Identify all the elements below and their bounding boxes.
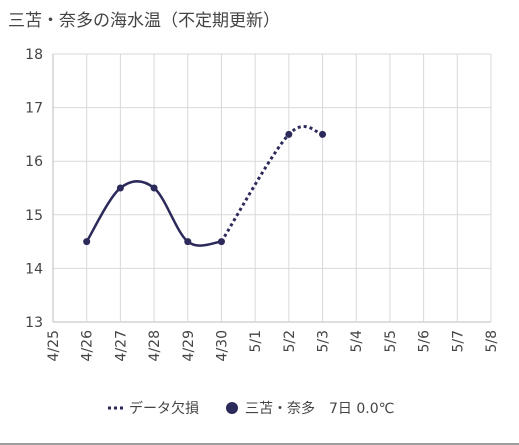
bottom-divider xyxy=(0,443,519,445)
chart-title: 三苫・奈多の海水温（不定期更新） xyxy=(8,11,280,31)
data-point[interactable] xyxy=(83,238,91,246)
data-point[interactable] xyxy=(285,130,293,138)
x-axis-ticks: 4/25 4/26 4/27 4/28 4/29 4/30 5/1 5/2 5/3 5/4 5/5 5… xyxy=(46,330,500,362)
x-tick-label: 4/27 xyxy=(113,330,129,361)
x-tick-label: 5/7 xyxy=(450,330,466,353)
x-tick-label: 4/29 xyxy=(181,330,197,361)
markers xyxy=(83,130,327,246)
data-point[interactable] xyxy=(319,130,327,138)
legend: データ欠損 三苫・奈多 7日 0.0℃ xyxy=(108,400,394,417)
x-tick-label: 5/8 xyxy=(484,330,500,353)
x-tick-label: 5/3 xyxy=(316,330,332,353)
y-axis-ticks: 13 14 15 16 17 18 xyxy=(25,47,43,331)
x-tick-label: 5/4 xyxy=(349,330,365,353)
x-tick-label: 4/26 xyxy=(80,330,96,362)
y-tick-label: 17 xyxy=(25,101,43,117)
legend-label: 三苫・奈多 7日 0.0℃ xyxy=(245,400,394,417)
data-point[interactable] xyxy=(116,184,124,192)
y-tick-label: 15 xyxy=(25,208,43,224)
missing-data-line xyxy=(220,125,323,243)
y-tick-label: 14 xyxy=(25,261,43,277)
x-tick-label: 5/2 xyxy=(282,330,298,353)
x-tick-label: 4/25 xyxy=(46,330,62,361)
data-point[interactable] xyxy=(184,238,192,246)
x-tick-label: 5/6 xyxy=(417,330,433,353)
x-tick-label: 4/28 xyxy=(147,330,163,361)
x-tick-label: 4/30 xyxy=(214,330,230,361)
legend-circle-swatch xyxy=(226,402,238,414)
x-tick-label: 5/5 xyxy=(383,330,399,353)
legend-item-series[interactable]: 三苫・奈多 7日 0.0℃ xyxy=(226,400,394,417)
legend-item-missing-data[interactable]: データ欠損 xyxy=(108,400,199,417)
y-tick-label: 18 xyxy=(25,47,43,63)
x-tick-label: 5/1 xyxy=(248,330,264,353)
y-tick-label: 13 xyxy=(25,315,43,331)
legend-label: データ欠損 xyxy=(129,400,199,417)
data-point[interactable] xyxy=(150,184,158,192)
data-point[interactable] xyxy=(217,238,225,246)
y-tick-label: 16 xyxy=(25,154,43,170)
